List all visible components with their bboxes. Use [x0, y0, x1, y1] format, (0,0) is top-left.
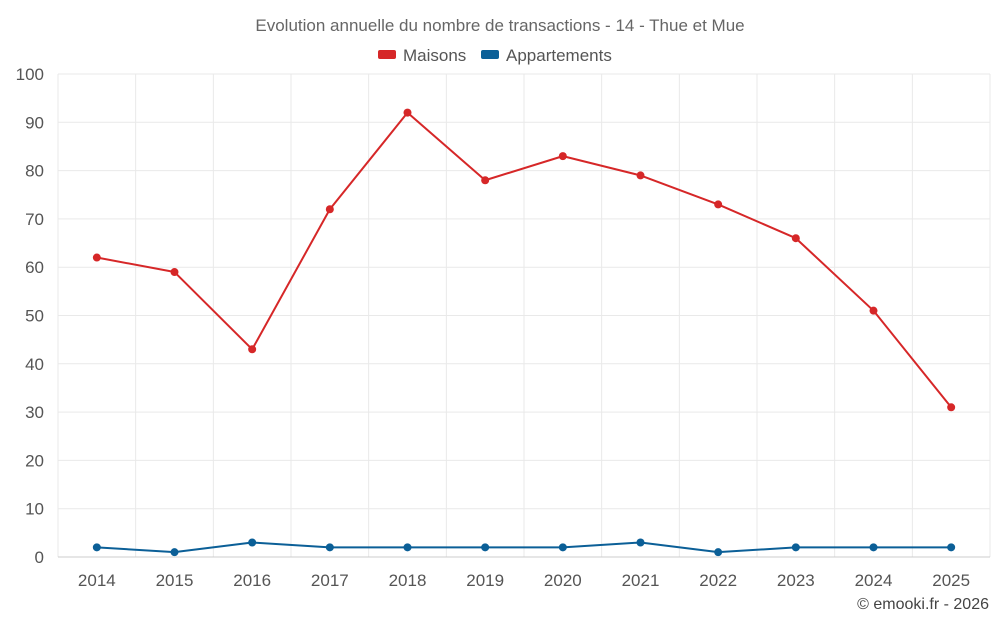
x-tick-label: 2022 [699, 571, 737, 590]
data-point-maisons[interactable] [714, 200, 723, 209]
data-point-appartements[interactable] [947, 543, 956, 552]
legend-item-appartements[interactable]: Appartements [481, 46, 612, 65]
data-point-maisons[interactable] [248, 345, 257, 354]
legend-label-appartements: Appartements [506, 46, 612, 65]
y-tick-label: 20 [25, 451, 44, 470]
series-maisons [92, 108, 956, 412]
credit: © emooki.fr - 2026 [857, 596, 989, 613]
x-tick-label: 2024 [855, 571, 893, 590]
data-point-maisons[interactable] [869, 306, 878, 315]
chart-title: Evolution annuelle du nombre de transact… [255, 16, 744, 35]
data-point-appartements[interactable] [636, 538, 645, 547]
data-point-maisons[interactable] [558, 152, 567, 161]
data-point-appartements[interactable] [92, 543, 101, 552]
x-tick-label: 2017 [311, 571, 349, 590]
x-tick-label: 2019 [466, 571, 504, 590]
data-point-maisons[interactable] [325, 205, 334, 214]
x-tick-label: 2023 [777, 571, 815, 590]
x-tick-label: 2015 [156, 571, 194, 590]
data-point-maisons[interactable] [947, 403, 956, 412]
data-point-appartements[interactable] [325, 543, 334, 552]
legend: Maisons Appartements [378, 46, 612, 65]
y-tick-label: 30 [25, 403, 44, 422]
y-axis: 0 10 20 30 40 50 60 70 80 90 100 [16, 65, 44, 567]
data-point-appartements[interactable] [869, 543, 878, 552]
data-point-maisons[interactable] [636, 171, 645, 180]
y-tick-label: 100 [16, 65, 44, 84]
data-point-maisons[interactable] [791, 234, 800, 243]
data-point-appartements[interactable] [403, 543, 412, 552]
y-tick-label: 10 [25, 500, 44, 519]
x-tick-label: 2014 [78, 571, 116, 590]
legend-label-maisons: Maisons [403, 46, 466, 65]
data-point-maisons[interactable] [481, 176, 490, 185]
y-tick-label: 60 [25, 258, 44, 277]
y-tick-label: 50 [25, 307, 44, 326]
y-tick-label: 90 [25, 113, 44, 132]
series [92, 108, 956, 557]
legend-swatch-appartements [481, 50, 499, 59]
data-point-appartements[interactable] [558, 543, 567, 552]
data-point-maisons[interactable] [92, 253, 101, 262]
data-point-appartements[interactable] [170, 548, 179, 557]
series-line-appartements [96, 541, 952, 554]
x-tick-label: 2016 [233, 571, 271, 590]
x-tick-label: 2020 [544, 571, 582, 590]
series-appartements [92, 538, 956, 557]
x-tick-label: 2021 [622, 571, 660, 590]
series-line-maisons [96, 111, 952, 408]
y-tick-label: 80 [25, 162, 44, 181]
legend-swatch-maisons [378, 50, 396, 59]
grid [57, 73, 991, 558]
x-axis: 2014 2015 2016 2017 2018 2019 2020 2021 2022 2023… [58, 556, 990, 590]
data-point-appartements[interactable] [791, 543, 800, 552]
y-tick-label: 40 [25, 355, 44, 374]
y-tick-label: 70 [25, 210, 44, 229]
data-point-maisons[interactable] [403, 108, 412, 117]
data-point-appartements[interactable] [248, 538, 257, 547]
data-point-appartements[interactable] [481, 543, 490, 552]
x-tick-label: 2025 [932, 571, 970, 590]
x-tick-label: 2018 [389, 571, 427, 590]
data-point-maisons[interactable] [170, 268, 179, 277]
data-point-appartements[interactable] [714, 548, 723, 557]
y-tick-label: 0 [35, 548, 44, 567]
legend-item-maisons[interactable]: Maisons [378, 46, 466, 65]
